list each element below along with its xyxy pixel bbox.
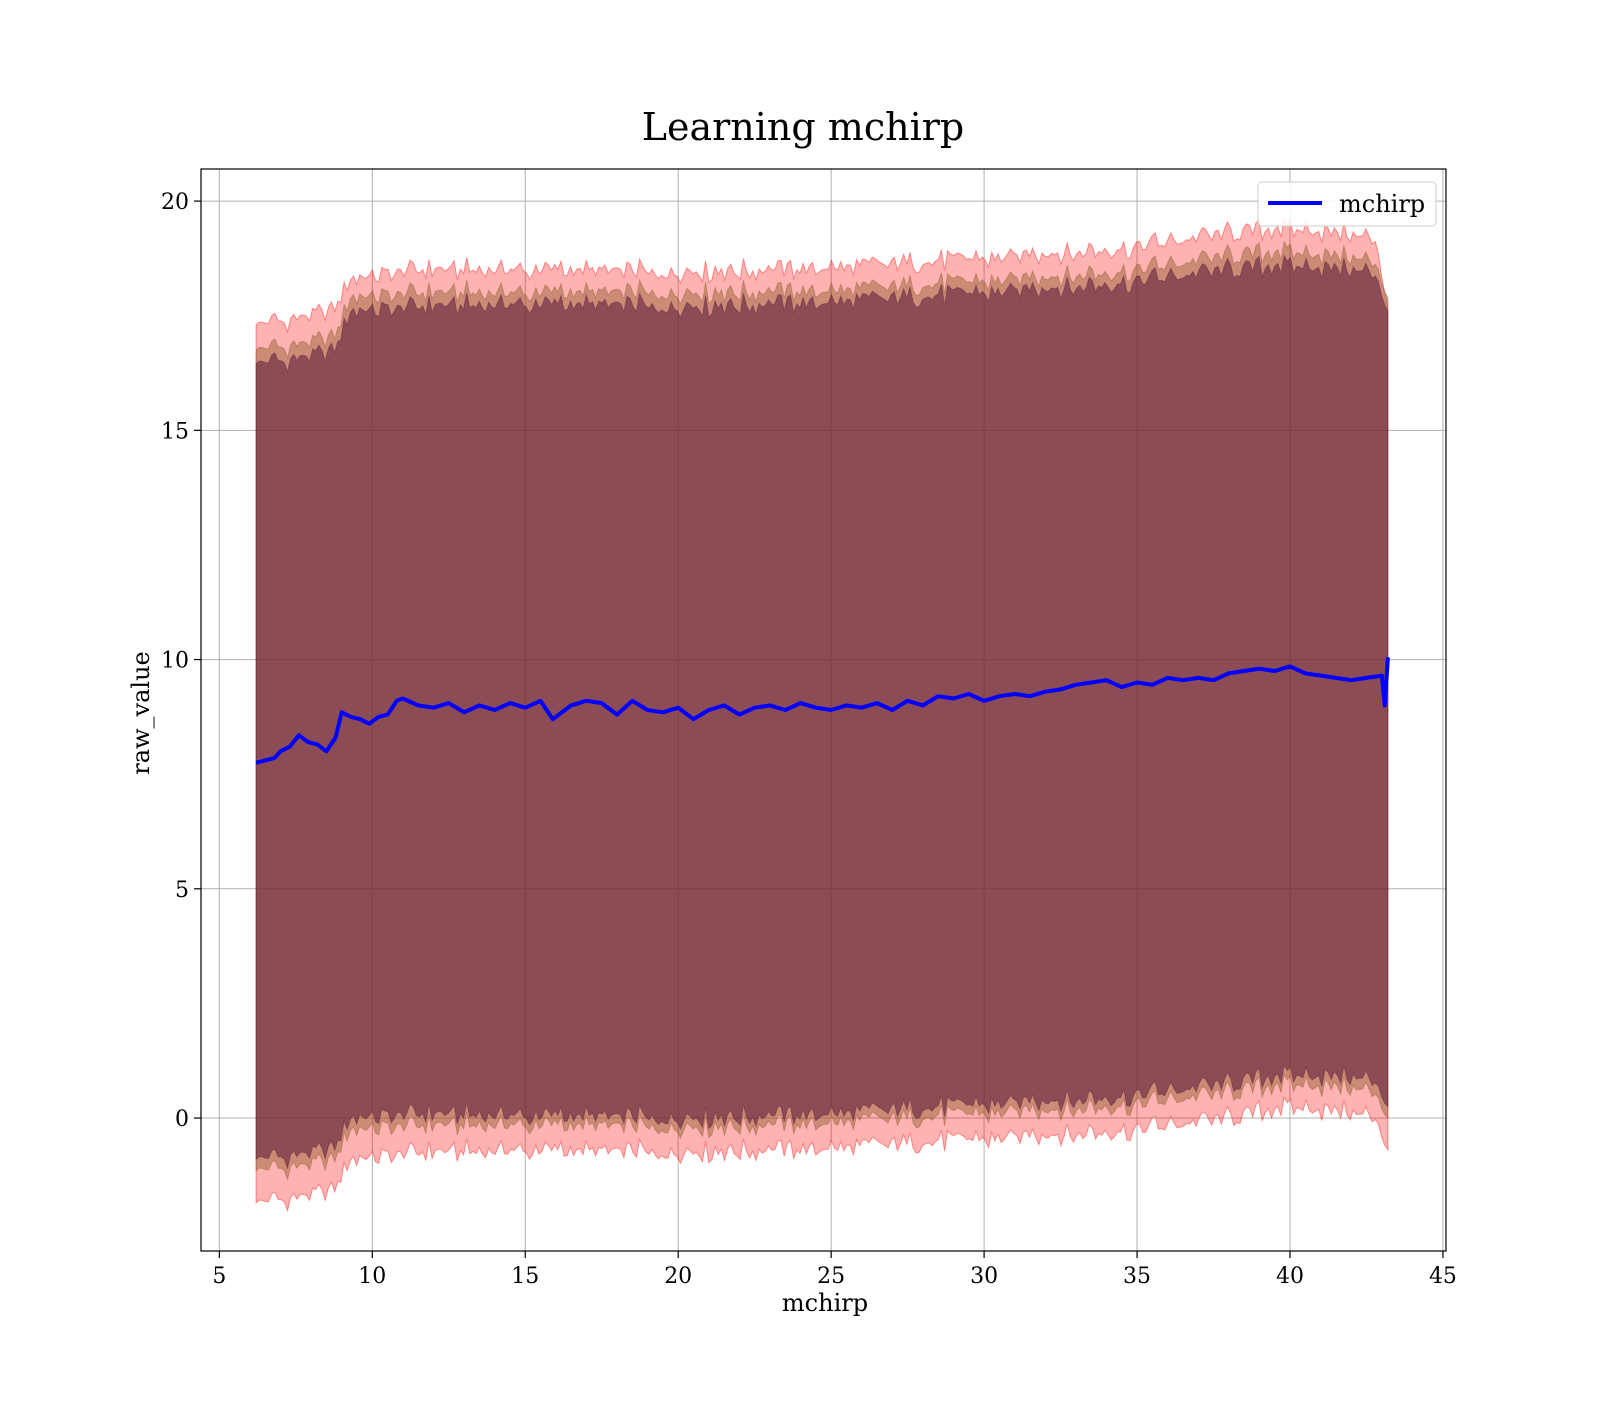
plot-area: 5 10 15 20 25 30 35 40 45 0 5 10 15 20 mchirp: [161, 168, 1457, 1289]
plot-frame: [200, 168, 1447, 1252]
x-tick-label: 45: [1429, 1264, 1457, 1289]
x-tick-label: 15: [511, 1264, 539, 1289]
x-tick-label: 30: [970, 1264, 998, 1289]
legend-box: [1257, 181, 1437, 227]
chart-title: Learning mchirp: [642, 105, 964, 149]
y-axis-label: raw_value: [127, 651, 155, 775]
legend: mchirp: [1257, 181, 1437, 227]
y-tick-label: 10: [161, 649, 189, 674]
series-line-mchirp: [255, 657, 1390, 765]
y-tick-label: 5: [175, 878, 189, 903]
x-tick-label: 40: [1276, 1264, 1304, 1289]
x-tick-label: 25: [817, 1264, 845, 1289]
x-tick-label: 20: [664, 1264, 692, 1289]
x-tick-label: 5: [212, 1264, 226, 1289]
x-tick-label: 35: [1123, 1264, 1151, 1289]
y-tick-label: 15: [161, 419, 189, 444]
legend-label: mchirp: [1339, 190, 1425, 218]
confidence-band-inner: [255, 254, 1389, 1170]
x-tick-label: 10: [358, 1264, 386, 1289]
y-tick-label: 0: [175, 1107, 189, 1132]
y-tick-label: 20: [161, 190, 189, 215]
x-axis-label: mchirp: [782, 1289, 868, 1317]
